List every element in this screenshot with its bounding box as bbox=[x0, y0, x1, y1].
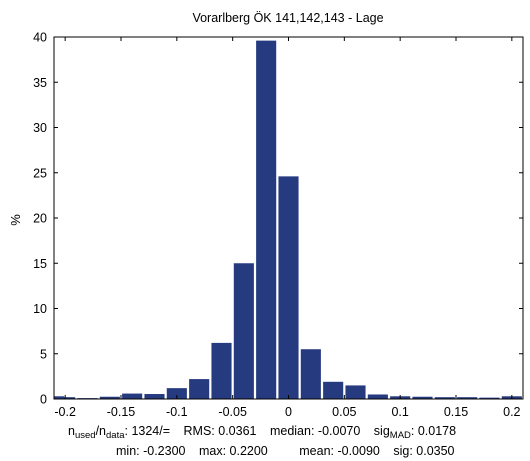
y-tick-label: 20 bbox=[33, 212, 47, 226]
stats-line-2: min: -0.2300 max: 0.2200 mean: -0.0090 s… bbox=[116, 444, 465, 458]
bars-group bbox=[54, 40, 522, 400]
y-tick-label: 5 bbox=[40, 347, 47, 361]
histogram-bar bbox=[457, 397, 478, 399]
chart-title: Vorarlberg ÖK 141,142,143 - Lage bbox=[192, 11, 383, 25]
y-axis-label: % bbox=[8, 214, 23, 226]
median-stat: median: -0.0070 bbox=[269, 424, 361, 438]
y-tick-label: 0 bbox=[40, 393, 47, 407]
sig-mad-stat: sigMAD: 0.0178 bbox=[373, 424, 457, 441]
plot-area-frame bbox=[53, 36, 524, 400]
x-tick-label: 0 bbox=[285, 405, 292, 419]
histogram-bar bbox=[367, 394, 388, 399]
histogram-bar bbox=[300, 349, 321, 399]
x-tick-label: -0.15 bbox=[107, 405, 136, 419]
ticks-group: -0.2 -0.15 -0.1 -0.05 0 0.05 0.1 0.15 0.2 0 5 10 15 2… bbox=[33, 31, 523, 419]
mean-stat: mean: -0.0090 bbox=[299, 444, 380, 458]
y-tick-label: 10 bbox=[33, 302, 47, 316]
histogram-bar bbox=[233, 263, 254, 399]
y-tick-label: 40 bbox=[33, 31, 47, 45]
histogram-bar bbox=[211, 342, 232, 399]
x-tick-label: 0.05 bbox=[332, 405, 356, 419]
histogram-bar bbox=[122, 393, 143, 399]
sig-stat: sig: 0.0350 bbox=[393, 444, 455, 458]
x-tick-label: 0.1 bbox=[391, 405, 408, 419]
histogram-chart: Vorarlberg ÖK 141,142,143 - Lage % -0.2-… bbox=[8, 11, 524, 419]
stats-line-1: nused/ndata: 1324/= RMS: 0.0361 median: … bbox=[68, 424, 466, 441]
histogram-bar bbox=[479, 397, 500, 399]
y-tick-label: 25 bbox=[33, 166, 47, 180]
min-stat: min: -0.2300 bbox=[116, 444, 186, 458]
histogram-bar bbox=[345, 385, 366, 399]
y-tick-label: 15 bbox=[33, 257, 47, 271]
x-tick-label: -0.2 bbox=[54, 405, 76, 419]
x-tick-label: 0.2 bbox=[503, 405, 520, 419]
histogram-bar bbox=[99, 396, 120, 399]
max-stat: max: 0.2200 bbox=[198, 444, 268, 458]
histogram-bar bbox=[144, 394, 165, 399]
histogram-bar bbox=[256, 40, 277, 400]
y-tick-label: 30 bbox=[33, 121, 47, 135]
histogram-bar bbox=[278, 176, 299, 399]
x-tick-label: -0.05 bbox=[218, 405, 247, 419]
histogram-bar bbox=[323, 381, 344, 399]
n-used-stat: nused/ndata: 1324/= bbox=[68, 424, 171, 441]
rms-stat: RMS: 0.0361 bbox=[183, 424, 257, 438]
x-tick-label: -0.1 bbox=[166, 405, 188, 419]
histogram-bar bbox=[166, 388, 187, 399]
histogram-bar bbox=[434, 397, 455, 399]
histogram-bar bbox=[189, 379, 210, 399]
histogram-bar bbox=[412, 396, 433, 399]
x-tick-label: 0.15 bbox=[444, 405, 468, 419]
y-tick-label: 35 bbox=[33, 76, 47, 90]
